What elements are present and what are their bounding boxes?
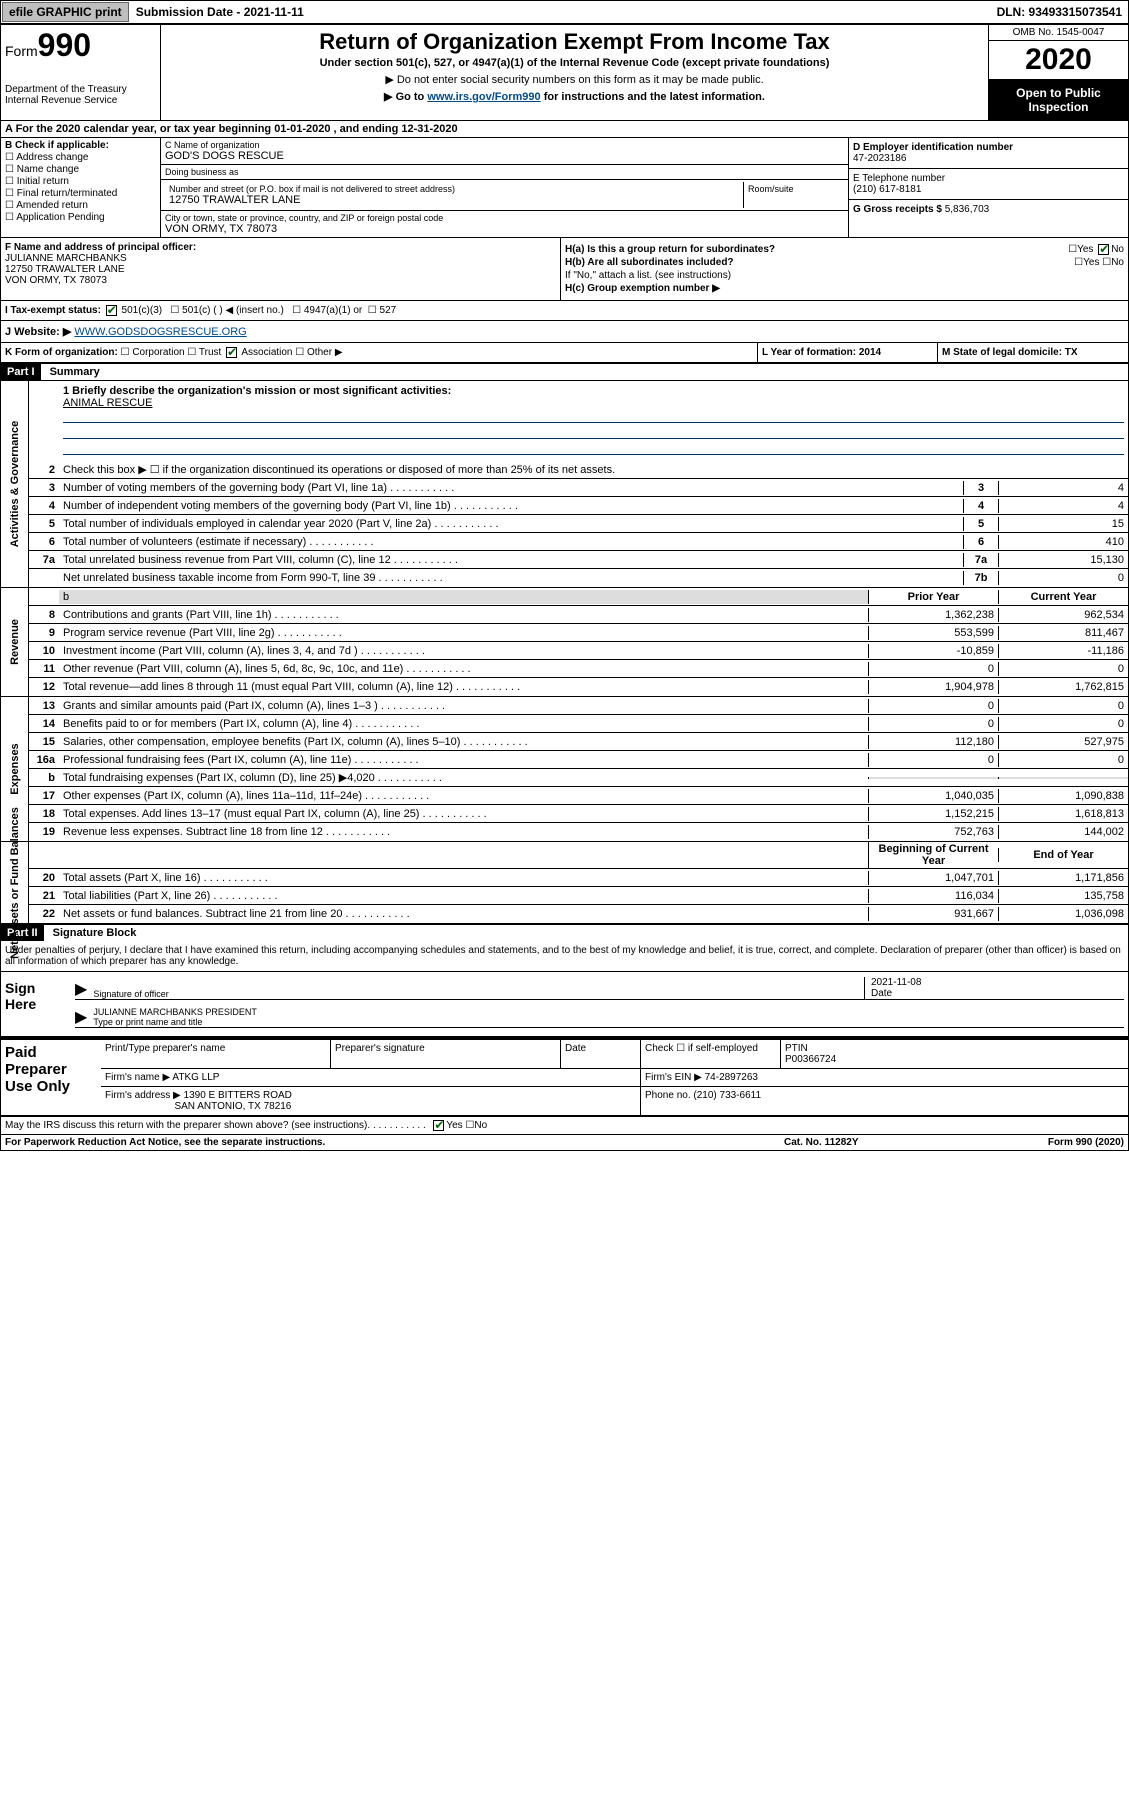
q1-label: 1 Briefly describe the organization's mi… <box>63 385 451 397</box>
q2-label: Check this box ▶ ☐ if the organization d… <box>59 462 1128 477</box>
row-a-tax-year: A For the 2020 calendar year, or tax yea… <box>1 121 1128 138</box>
summary-line: 15Salaries, other compensation, employee… <box>29 733 1128 751</box>
street: 12750 TRAWALTER LANE <box>169 194 739 206</box>
officer-name: JULIANNE MARCHBANKS <box>5 253 127 264</box>
box-f: F Name and address of principal officer:… <box>1 238 561 300</box>
irs-link[interactable]: www.irs.gov/Form990 <box>427 91 540 103</box>
501c3-check <box>106 305 117 316</box>
ptin: P00366724 <box>785 1054 836 1065</box>
summary-line: 14Benefits paid to or for members (Part … <box>29 715 1128 733</box>
summary-line: 4Number of independent voting members of… <box>29 497 1128 515</box>
website-link[interactable]: WWW.GODSDOGSRESCUE.ORG <box>74 326 246 338</box>
expenses-section: Expenses 13Grants and similar amounts pa… <box>1 697 1128 842</box>
box-h: H(a) Is this a group return for subordin… <box>561 238 1128 300</box>
summary-line: 3Number of voting members of the governi… <box>29 479 1128 497</box>
summary-line: 20Total assets (Part X, line 16)1,047,70… <box>29 869 1128 887</box>
box-b: B Check if applicable: ☐ Address change … <box>1 138 161 237</box>
city-state-zip: VON ORMY, TX 78073 <box>165 223 844 235</box>
summary-line: bTotal fundraising expenses (Part IX, co… <box>29 769 1128 787</box>
activities-governance: Activities & Governance 1 Briefly descri… <box>1 381 1128 588</box>
dept-treasury: Department of the Treasury Internal Reve… <box>5 84 156 106</box>
sig-date: 2021-11-08 <box>871 977 921 988</box>
form-header: Form990 Department of the Treasury Inter… <box>1 25 1128 121</box>
form-subtitle-1: Under section 501(c), 527, or 4947(a)(1)… <box>165 57 984 69</box>
form-label: Form <box>5 43 38 59</box>
summary-line: Net unrelated business taxable income fr… <box>29 569 1128 587</box>
summary-line: 18Total expenses. Add lines 13–17 (must … <box>29 805 1128 823</box>
summary-line: 22Net assets or fund balances. Subtract … <box>29 905 1128 923</box>
officer-name-title: JULIANNE MARCHBANKS PRESIDENT <box>93 1007 257 1017</box>
submission-date: Submission Date - 2021-11-11 <box>130 3 310 21</box>
part-1-header: Part I Summary <box>1 364 1128 381</box>
row-j-website: J Website: ▶ WWW.GODSDOGSRESCUE.ORG <box>1 321 1128 343</box>
summary-line: 13Grants and similar amounts paid (Part … <box>29 697 1128 715</box>
summary-line: 11Other revenue (Part VIII, column (A), … <box>29 660 1128 678</box>
summary-line: 12Total revenue—add lines 8 through 11 (… <box>29 678 1128 696</box>
ein: 47-2023186 <box>853 153 906 164</box>
section-bcd: B Check if applicable: ☐ Address change … <box>1 138 1128 238</box>
row-i-tax-status: I Tax-exempt status: 501(c)(3) ☐ 501(c) … <box>1 301 1128 321</box>
form-title: Return of Organization Exempt From Incom… <box>165 29 984 55</box>
footer: For Paperwork Reduction Act Notice, see … <box>1 1134 1128 1150</box>
summary-line: 16aProfessional fundraising fees (Part I… <box>29 751 1128 769</box>
section-fgh: F Name and address of principal officer:… <box>1 238 1128 301</box>
summary-line: 21Total liabilities (Part X, line 26)116… <box>29 887 1128 905</box>
perjury-declaration: Under penalties of perjury, I declare th… <box>1 941 1128 972</box>
open-inspection: Open to Public Inspection <box>989 80 1128 120</box>
tax-year: 2020 <box>989 41 1128 80</box>
summary-line: 17Other expenses (Part IX, column (A), l… <box>29 787 1128 805</box>
mission-text: ANIMAL RESCUE <box>63 397 1124 409</box>
form-990: Form990 Department of the Treasury Inter… <box>0 24 1129 1151</box>
omb-number: OMB No. 1545-0047 <box>989 25 1128 41</box>
summary-line: 9Program service revenue (Part VIII, lin… <box>29 624 1128 642</box>
irs-discuss: May the IRS discuss this return with the… <box>1 1117 1128 1134</box>
summary-line: 10Investment income (Part VIII, column (… <box>29 642 1128 660</box>
summary-line: 5Total number of individuals employed in… <box>29 515 1128 533</box>
revenue-section: Revenue bPrior YearCurrent Year 8Contrib… <box>1 588 1128 697</box>
part-2-header: Part II Signature Block <box>1 925 1128 941</box>
top-bar: efile GRAPHIC print Submission Date - 20… <box>0 0 1129 24</box>
box-c: C Name of organization GOD'S DOGS RESCUE… <box>161 138 848 237</box>
telephone: (210) 617-8181 <box>853 184 921 195</box>
firm-addr: 1390 E BITTERS ROAD <box>184 1090 292 1101</box>
form-subtitle-2: ▶ Do not enter social security numbers o… <box>165 73 984 86</box>
efile-button[interactable]: efile GRAPHIC print <box>2 2 129 22</box>
row-klm: K Form of organization: ☐ Corporation ☐ … <box>1 343 1128 364</box>
assoc-check <box>226 347 237 358</box>
summary-line: 6Total number of volunteers (estimate if… <box>29 533 1128 551</box>
org-name: GOD'S DOGS RESCUE <box>165 150 844 162</box>
sign-here: Sign Here ▶Signature of officer2021-11-0… <box>1 972 1128 1038</box>
firm-phone: (210) 733-6611 <box>693 1090 761 1101</box>
net-assets-section: Net Assets or Fund Balances Beginning of… <box>1 842 1128 925</box>
gross-receipts: 5,836,703 <box>945 204 990 215</box>
discuss-yes-check <box>433 1120 444 1131</box>
form-number: 990 <box>38 27 91 63</box>
dln: DLN: 93493315073541 <box>991 3 1128 21</box>
form-subtitle-3: ▶ Go to www.irs.gov/Form990 for instruct… <box>165 90 984 103</box>
paid-preparer: Paid Preparer Use Only Print/Type prepar… <box>1 1038 1128 1117</box>
summary-line: 7aTotal unrelated business revenue from … <box>29 551 1128 569</box>
box-de: D Employer identification number 47-2023… <box>848 138 1128 237</box>
h-a-no-check <box>1098 244 1109 255</box>
summary-line: 8Contributions and grants (Part VIII, li… <box>29 606 1128 624</box>
summary-line: 19Revenue less expenses. Subtract line 1… <box>29 823 1128 841</box>
firm-name: ATKG LLP <box>172 1072 219 1083</box>
firm-ein: 74-2897263 <box>705 1072 758 1083</box>
